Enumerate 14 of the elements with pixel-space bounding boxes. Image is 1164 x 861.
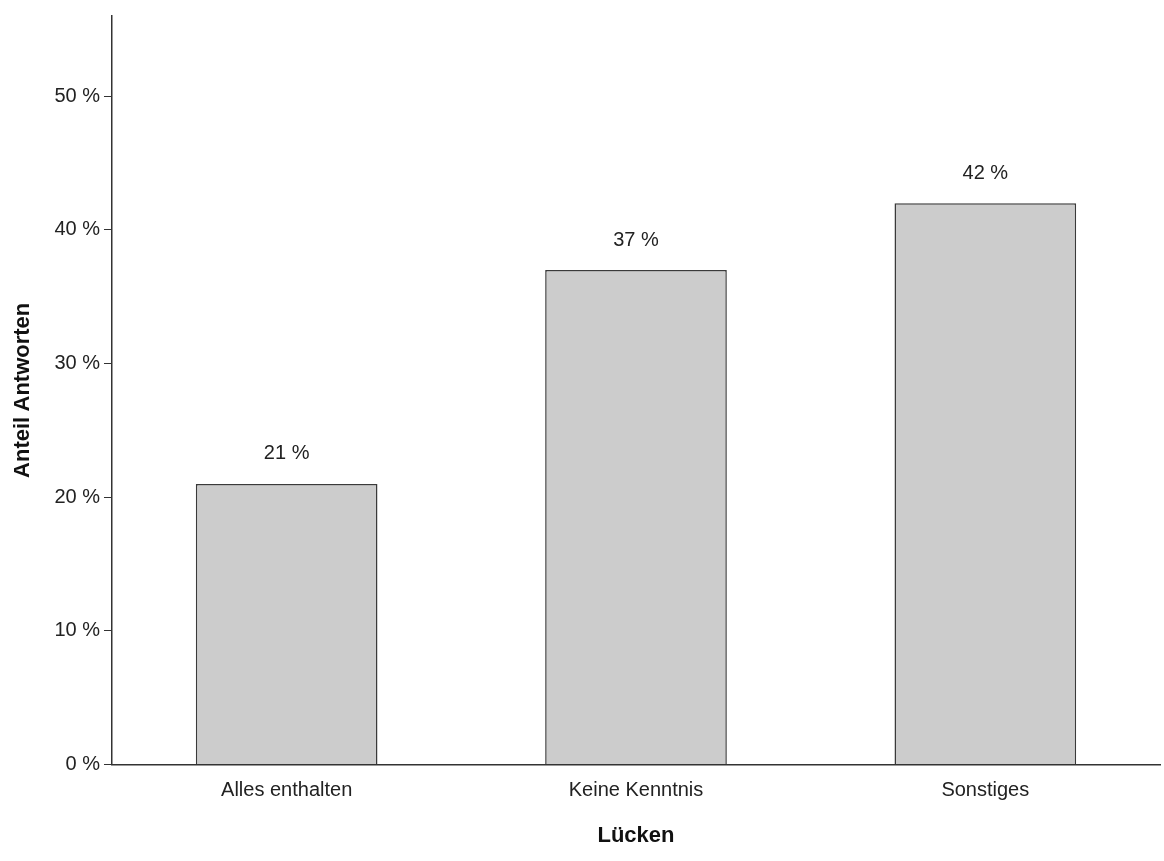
y-axis-title: Anteil Antworten [9,302,35,478]
y-tick-label: 20 % [54,484,101,507]
data-label: 42 % [962,160,1009,183]
x-tick-label: Alles enthalten [221,778,353,801]
y-tick-label: 30 % [54,351,101,374]
x-tick-label: Sonstiges [941,778,1030,801]
x-axis-title: Lücken [597,821,675,847]
y-tick-label: 10 % [54,618,101,641]
y-tick-label: 40 % [54,217,101,240]
y-tick-label: 0 % [65,752,101,775]
data-label: 21 % [263,441,310,464]
data-label: 37 % [613,227,659,250]
y-tick-label: 50 % [54,83,101,106]
x-tick-label: Keine Kenntnis [568,778,704,801]
